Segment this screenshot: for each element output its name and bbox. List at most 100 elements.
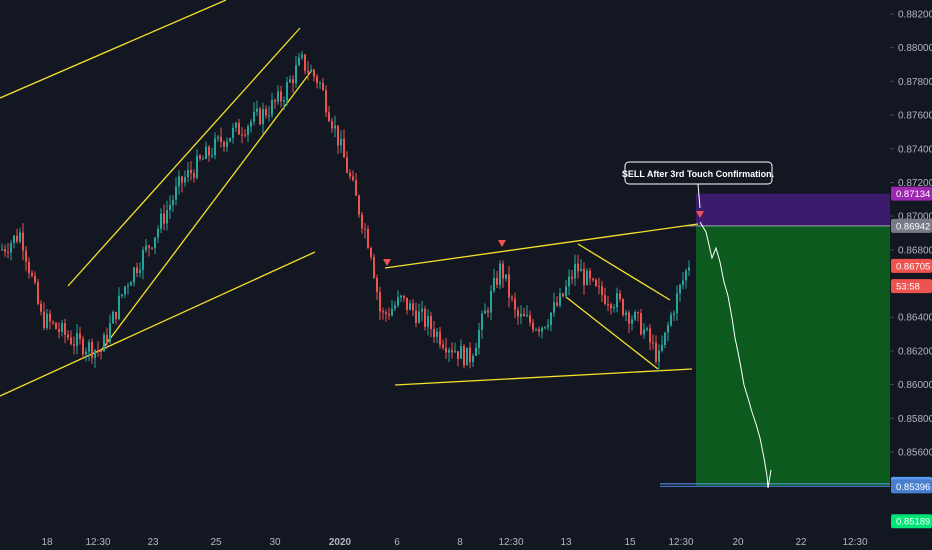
candle-up [505, 274, 507, 279]
candle-down [292, 79, 294, 84]
candle-down [556, 302, 558, 306]
candle-up [658, 350, 660, 362]
candle-down [148, 245, 150, 248]
candle-up [520, 313, 522, 317]
candle-up [634, 312, 636, 320]
candle-up [586, 270, 588, 285]
long-support-line[interactable] [0, 251, 316, 397]
candle-up [226, 141, 228, 147]
candle-down [607, 303, 609, 305]
candle-down [7, 251, 9, 253]
candle-down [601, 286, 603, 296]
resistance-line[interactable] [384, 223, 699, 269]
rising-channel-bottom[interactable] [99, 69, 313, 353]
candle-up [541, 327, 543, 332]
take-profit-zone [696, 225, 890, 487]
candle-up [580, 268, 582, 272]
price-tag-label: 0.86705 [896, 261, 930, 272]
candle-up [88, 342, 90, 352]
candle-down [151, 247, 153, 249]
time-axis[interactable]: 18 12:30 23 25 30 2020 6 8 12:30 13 15 12:30 20 22 12:… [41, 537, 868, 548]
y-tick-label: 0.86400 [898, 313, 932, 324]
candle-down [367, 228, 369, 249]
candle-up [202, 158, 204, 160]
callout-pointer [697, 183, 701, 209]
candle-up [187, 170, 189, 178]
candle-up [631, 319, 633, 324]
candle-down [619, 293, 621, 300]
candle-down [604, 295, 606, 304]
candle-down [190, 170, 192, 174]
candle-down [610, 304, 612, 309]
candle-up [664, 332, 666, 345]
candle-up [559, 293, 561, 306]
price-tag-box [891, 514, 932, 529]
price-tag-label: 0.85189 [896, 517, 930, 528]
candle-down [106, 334, 108, 342]
candle-up [211, 155, 213, 157]
candle-up [142, 250, 144, 270]
y-tick-label: 0.87000 [898, 212, 932, 223]
candle-down [115, 311, 117, 319]
candle-up [250, 121, 252, 127]
candle-up [616, 293, 618, 308]
candle-up [247, 126, 249, 135]
candle-down [220, 136, 222, 143]
falling-wedge-bottom[interactable] [565, 296, 659, 370]
candle-up [268, 115, 270, 117]
candle-down [502, 263, 504, 279]
price-tag-box [891, 186, 932, 201]
candle-down [91, 342, 93, 358]
candle-down [439, 331, 441, 345]
candle-down [307, 70, 309, 73]
candle-down [622, 299, 624, 316]
x-tick-label: 18 [41, 537, 53, 548]
candle-down [52, 321, 54, 323]
candle-up [466, 347, 468, 366]
candle-down [649, 328, 651, 343]
rising-channel-top[interactable] [67, 27, 301, 287]
candle-down [406, 297, 408, 310]
candle-down [457, 351, 459, 359]
candle-down [370, 248, 372, 258]
candle-down [403, 295, 405, 298]
candle-up [661, 344, 663, 351]
falling-wedge-top[interactable] [577, 243, 671, 301]
candle-down [445, 347, 447, 353]
sell-callout[interactable]: SELL After 3rd Touch Confirmation. [622, 161, 774, 209]
candle-up [340, 138, 342, 146]
price-tags: 0.871340.869420.8670553:580.854110.85396… [891, 186, 932, 529]
candle-down [415, 310, 417, 323]
candle-up [286, 82, 288, 101]
candle-down [589, 270, 591, 279]
candle-up [475, 347, 477, 356]
candle-down [4, 249, 6, 252]
support-line[interactable] [394, 368, 693, 386]
candle-up [334, 125, 336, 129]
candle-up [109, 323, 111, 342]
candle-down [100, 350, 102, 352]
candle-down [430, 316, 432, 330]
candle-down [514, 298, 516, 310]
candle-up [643, 329, 645, 335]
x-tick-label: 12:30 [668, 537, 693, 548]
candle-up [130, 282, 132, 286]
candle-up [574, 263, 576, 279]
projected-path-line [699, 221, 772, 489]
touch-markers [383, 211, 704, 266]
candle-up [646, 328, 648, 330]
x-tick-label: 13 [560, 537, 572, 548]
projection-path [699, 221, 772, 489]
candle-down [508, 274, 510, 298]
candle-up [235, 122, 237, 128]
callout-text: SELL After 3rd Touch Confirmation. [622, 169, 774, 179]
candle-up [568, 276, 570, 287]
candle-down [469, 347, 471, 363]
candle-up [625, 312, 627, 316]
trendlines[interactable] [0, 0, 699, 397]
stop-loss-zone [696, 193, 890, 226]
upper-channel-line[interactable] [0, 0, 227, 99]
candle-down [358, 195, 360, 215]
candle-up [319, 82, 321, 84]
